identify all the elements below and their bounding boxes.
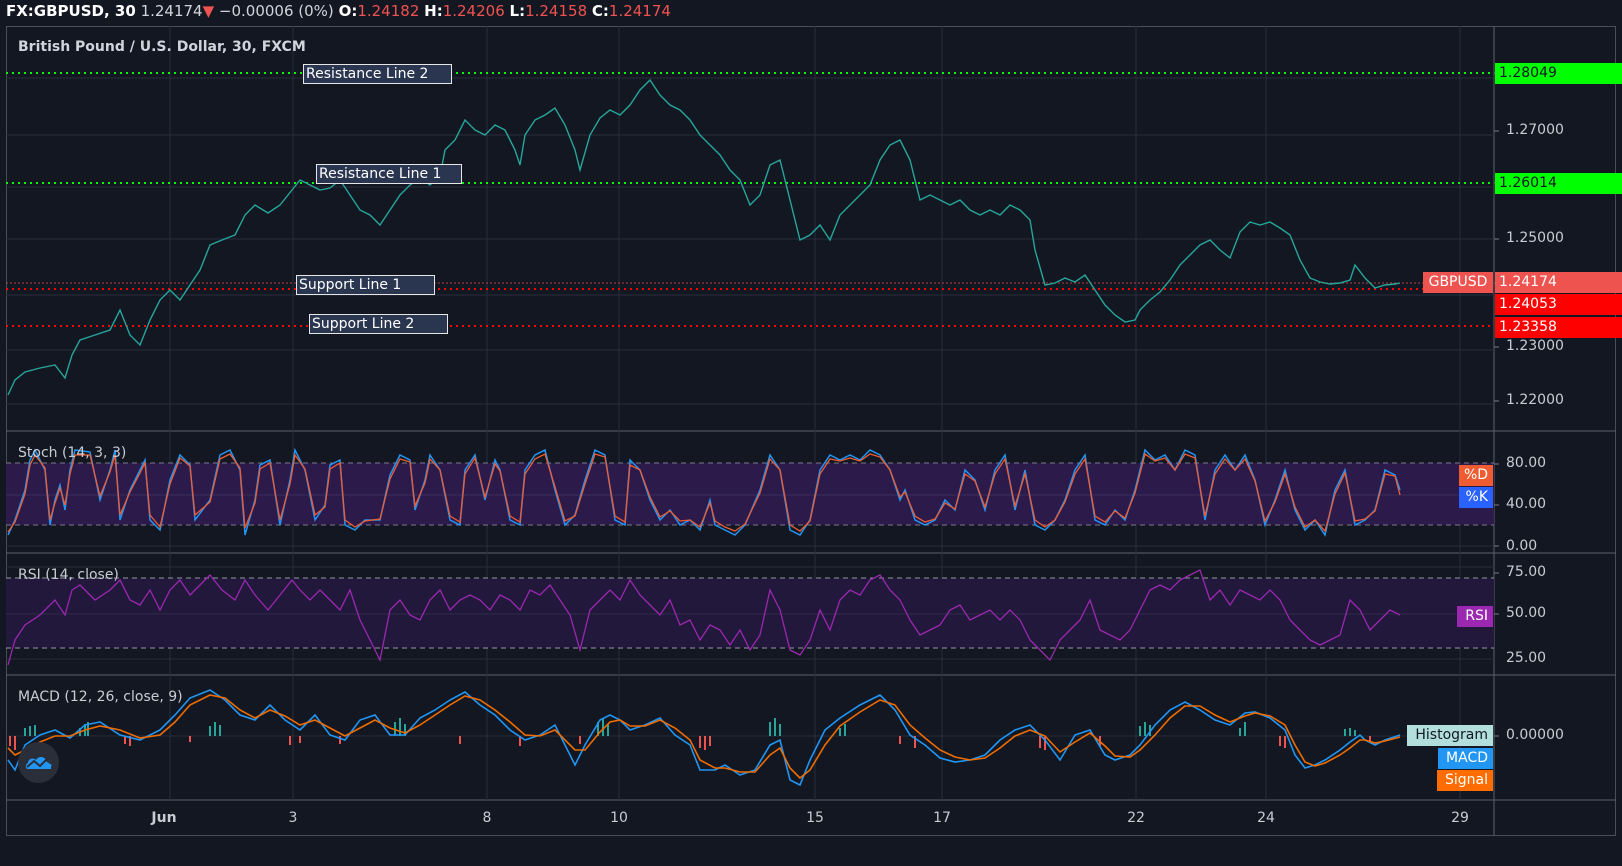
- histogram-tag: Histogram: [1407, 725, 1493, 746]
- x-tick: 10: [610, 810, 628, 826]
- stoch-y-tick: 40.00: [1506, 496, 1547, 512]
- symbol-price-tag: GBPUSD: [1423, 272, 1493, 293]
- symbol-name: FX:GBPUSD, 30: [6, 2, 136, 20]
- stoch-d-tag: %D: [1459, 465, 1493, 486]
- x-tick: 3: [288, 810, 298, 826]
- current-price-tag: 1.24174: [1495, 272, 1622, 293]
- close-value: 1.24174: [608, 2, 671, 20]
- y-tick: 1.22000: [1506, 392, 1564, 408]
- low-label: L:: [509, 2, 526, 20]
- stoch-pane-title[interactable]: Stoch (14, 3, 3): [18, 445, 127, 461]
- horizontal-gridlines: [6, 77, 1494, 405]
- last-price: 1.24174: [140, 2, 203, 20]
- macd-y-tick: 0.00000: [1506, 727, 1564, 743]
- stoch-band: [6, 463, 1494, 525]
- y-tick: 1.23000: [1506, 338, 1564, 354]
- open-value: 1.24182: [357, 2, 420, 20]
- stoch-d-line: [7, 452, 1401, 533]
- rsi-y-tick: 25.00: [1506, 650, 1547, 666]
- stoch-y-tick: 80.00: [1506, 455, 1547, 471]
- support-line-2-label[interactable]: Support Line 2: [309, 314, 448, 334]
- x-tick: 17: [933, 810, 951, 826]
- rsi-tag: RSI: [1457, 606, 1493, 627]
- support-line-1-label[interactable]: Support Line 1: [296, 275, 435, 295]
- high-value: 1.24206: [442, 2, 505, 20]
- macd-tag: MACD: [1438, 748, 1493, 769]
- main-pane-title: British Pound / U.S. Dollar, 30, FXCM: [18, 39, 306, 55]
- y-tick: 1.27000: [1506, 122, 1564, 138]
- vertical-gridlines: [169, 26, 1461, 800]
- x-tick: 15: [806, 810, 824, 826]
- open-label: O:: [338, 2, 358, 20]
- price-change: −0.00006 (0%): [218, 2, 334, 20]
- signal-tag: Signal: [1437, 770, 1493, 791]
- cloud-chart-icon: [25, 756, 53, 769]
- x-tick: 8: [482, 810, 492, 826]
- close-label: C:: [591, 2, 609, 20]
- x-tick: 24: [1257, 810, 1275, 826]
- tradingview-logo-button[interactable]: [18, 742, 59, 783]
- rsi-band: [6, 578, 1494, 648]
- rsi-y-tick: 50.00: [1506, 605, 1547, 621]
- resistance-1-price-tag: 1.26014: [1495, 173, 1622, 194]
- x-tick: 29: [1451, 810, 1469, 826]
- resistance-2-price-tag: 1.28049: [1495, 63, 1622, 84]
- stoch-k-line: [7, 447, 1401, 537]
- down-triangle-icon: ▼: [202, 2, 215, 20]
- rsi-y-tick: 75.00: [1506, 564, 1547, 580]
- rsi-pane-title[interactable]: RSI (14, close): [18, 567, 119, 583]
- resistance-line-2-label[interactable]: Resistance Line 2: [303, 64, 452, 84]
- symbol-header: FX:GBPUSD, 30 1.24174▼ −0.00006 (0%) O:1…: [0, 0, 1622, 24]
- support-2-price-tag: 1.23358: [1495, 317, 1622, 338]
- price-series: [7, 78, 1401, 396]
- stoch-k-tag: %K: [1459, 487, 1493, 508]
- high-label: H:: [424, 2, 443, 20]
- x-tick: 22: [1127, 810, 1145, 826]
- y-tick: 1.25000: [1506, 230, 1564, 246]
- stoch-y-tick: 0.00: [1506, 538, 1538, 554]
- support-1-price-tag: 1.24053: [1495, 294, 1622, 315]
- resistance-line-1-label[interactable]: Resistance Line 1: [316, 164, 462, 184]
- low-value: 1.24158: [525, 2, 588, 20]
- macd-pane-title[interactable]: MACD (12, 26, close, 9): [18, 689, 183, 705]
- rsi-line: [7, 569, 1401, 666]
- x-tick-jun: Jun: [151, 810, 177, 826]
- signal-line: [7, 694, 1401, 780]
